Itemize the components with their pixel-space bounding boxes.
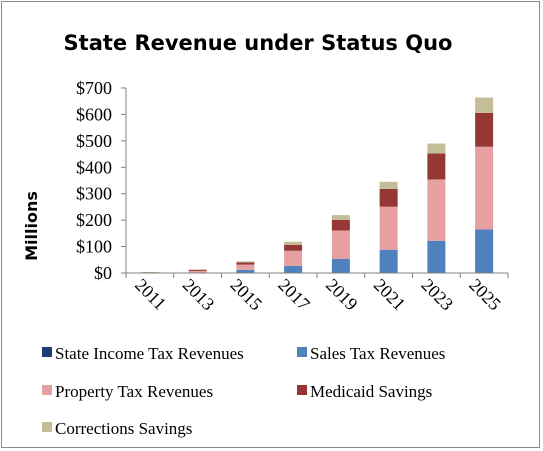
legend-label: State Income Tax Revenues	[55, 344, 244, 363]
bar-segment	[188, 270, 207, 273]
x-tick-label: 2017	[274, 275, 314, 315]
legend-swatch	[42, 385, 52, 395]
bar-segment	[379, 188, 398, 207]
bar-segment	[475, 146, 494, 230]
legend-swatch	[42, 347, 52, 357]
x-tick-label: 2025	[465, 275, 505, 315]
bar-segment	[475, 229, 494, 273]
y-tick-label: $600	[76, 104, 112, 124]
x-tick-label: 2023	[418, 275, 458, 315]
bar-segment	[331, 258, 350, 273]
y-axis-label: Millions	[22, 191, 41, 261]
bar-segment	[331, 215, 350, 220]
bar-segment	[427, 240, 446, 273]
y-tick-label: $500	[76, 131, 112, 151]
bar-segment	[379, 249, 398, 273]
x-tick-label: 2021	[370, 275, 410, 315]
x-axis-ticks: 2011 2013 2015 2017 2019 2021 2023 2025	[125, 273, 509, 315]
bar-segment	[379, 181, 398, 189]
legend-label: Property Tax Revenues	[55, 382, 213, 401]
legend-label: Sales Tax Revenues	[310, 344, 445, 363]
legend-swatch	[297, 347, 307, 357]
y-tick-label: $200	[76, 210, 112, 230]
bar-segment	[236, 261, 255, 263]
legend: State Income Tax Revenues Sales Tax Reven…	[42, 344, 445, 438]
bar-segment	[379, 206, 398, 250]
legend-swatch	[42, 422, 52, 432]
bar-segment	[427, 179, 446, 241]
y-tick-label: $100	[76, 237, 112, 257]
legend-label: Medicaid Savings	[310, 382, 432, 401]
x-tick-label: 2015	[227, 275, 267, 315]
bar-segment	[427, 153, 446, 180]
bar-segment	[475, 97, 494, 113]
y-tick-label: $400	[76, 157, 112, 177]
bar-segment	[284, 250, 303, 266]
bar-segment	[427, 143, 446, 154]
x-tick-label: 2011	[131, 275, 170, 314]
legend-label: Corrections Savings	[55, 419, 192, 438]
x-tick-label: 2013	[179, 275, 219, 315]
bar-segment	[140, 272, 159, 273]
bar-segment	[331, 219, 350, 231]
bar-segment	[331, 230, 350, 259]
bar-segment	[236, 264, 255, 270]
bar-segment	[284, 241, 303, 245]
y-tick-label: $700	[76, 78, 112, 98]
y-tick-label: $0	[94, 263, 112, 283]
bar-segment	[236, 262, 255, 265]
bar-segment	[188, 269, 207, 270]
bars	[140, 97, 494, 274]
bar-segment	[475, 112, 494, 147]
y-tick-label: $300	[76, 184, 112, 204]
bar-segment	[284, 265, 303, 273]
bar-segment	[188, 269, 207, 271]
legend-swatch	[297, 385, 307, 395]
chart-title: State Revenue under Status Quo	[64, 31, 453, 55]
bar-segment	[236, 269, 255, 273]
bar-segment	[284, 244, 303, 251]
y-axis-ticks: $0 $100 $200 $300 $400 $500 $600 $700	[76, 78, 126, 283]
x-tick-label: 2019	[322, 275, 362, 315]
bar-segment	[140, 271, 159, 273]
